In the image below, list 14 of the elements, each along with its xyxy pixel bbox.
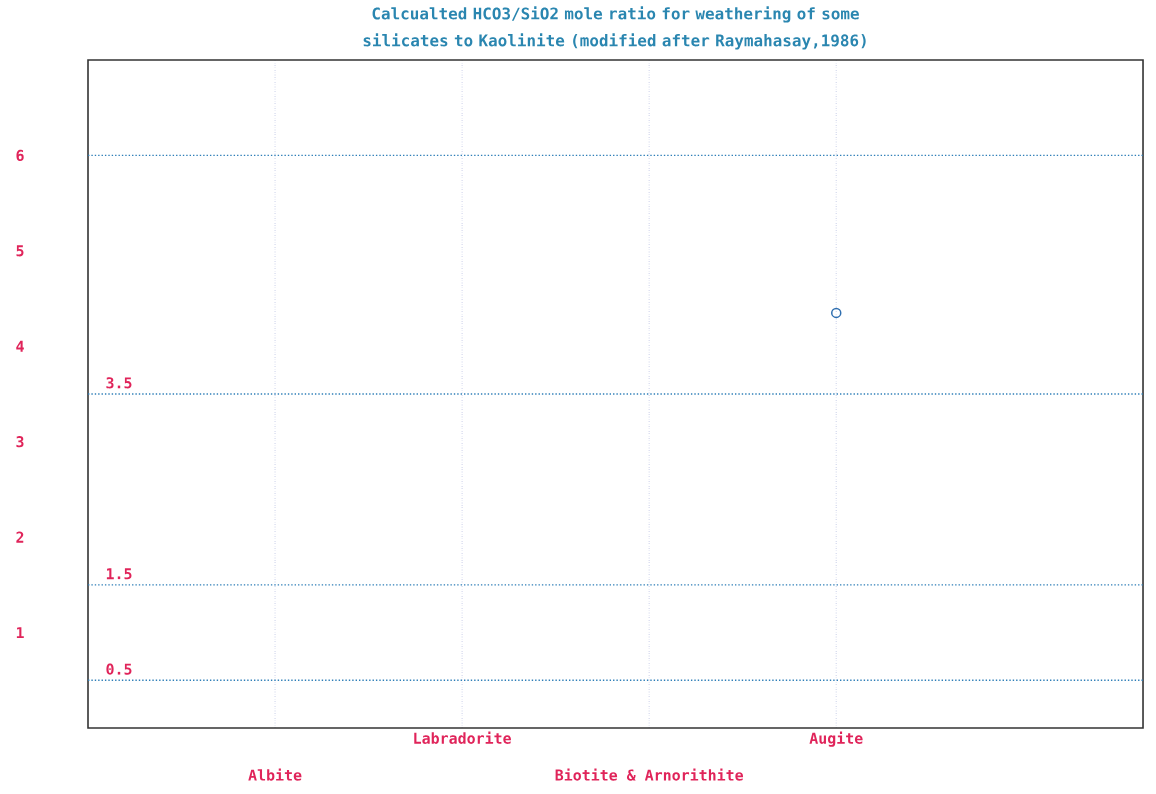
ref-line-label: 3.5 [106, 377, 132, 389]
y-tick-label: 1 [16, 627, 24, 639]
x-tick-label: Labradorite [414, 731, 511, 744]
y-tick-label: 4 [16, 340, 24, 352]
y-tick-label: 2 [16, 531, 24, 543]
x-tick-label: Albite [248, 768, 302, 781]
y-tick-label: 5 [16, 245, 24, 257]
ref-line-label: 0.5 [106, 663, 132, 675]
ref-line-label: 1.5 [106, 568, 132, 580]
y-tick-label: 6 [16, 149, 24, 162]
chart-title: Calcualted HCO3/SiO2 mole ratio for weathering of some silicates to Kaolinite (modified after Raymahasay,1986) [363, 6, 866, 50]
y-tick-label: 3 [16, 436, 24, 448]
x-tick-label: Augite [809, 731, 863, 747]
x-tick-label: Biotite & Arnorithite [555, 768, 744, 781]
